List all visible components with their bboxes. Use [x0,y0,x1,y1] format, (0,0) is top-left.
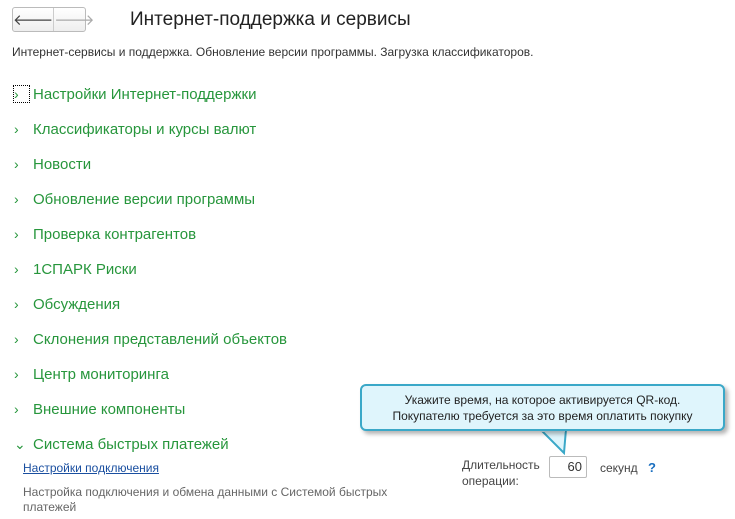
tooltip-line: Покупателю требуется за это время оплати… [392,409,693,423]
section-2[interactable]: › Новости [14,154,91,174]
section-label: Внешние компоненты [33,400,186,418]
history-nav: 🡐 🡒 [12,7,94,32]
page-title: Интернет-поддержка и сервисы [130,9,411,30]
duration-label: Длительность операции: [462,458,540,488]
chevron-right-icon: › [14,331,19,347]
section-label: Склонения представлений объектов [33,330,288,348]
section-label: Классификаторы и курсы валют [33,120,257,138]
chevron-right-icon: › [14,226,19,242]
help-icon[interactable]: ? [648,460,656,475]
page-description: Интернет-сервисы и поддержка. Обновление… [12,45,534,59]
section-7[interactable]: › Склонения представлений объектов [14,329,287,349]
chevron-right-icon: › [14,156,19,172]
section-6[interactable]: › Обсуждения [14,294,120,314]
chevron-right-icon: › [14,401,19,417]
back-button[interactable]: 🡐 [13,8,55,31]
section-5[interactable]: › 1СПАРК Риски [14,259,137,279]
chevron-right-icon: › [14,121,19,137]
forward-button[interactable]: 🡒 [54,12,95,29]
chevron-right-icon: › [13,85,30,103]
section-label: Проверка контрагентов [33,225,197,243]
sbp-description: Настройка подключения и обмена данными с… [23,485,388,514]
tooltip: Укажите время, на которое активируется Q… [360,384,725,431]
section-label: Обновление версии программы [33,190,256,208]
section-label: Новости [33,155,92,173]
section-9[interactable]: › Внешние компоненты [14,399,185,419]
section-label: Центр мониторинга [33,365,169,383]
section-label: Настройки Интернет-поддержки [33,85,257,103]
section-8[interactable]: › Центр мониторинга [14,364,169,384]
tooltip-tail [538,429,568,455]
chevron-right-icon: › [14,366,19,382]
tooltip-line: Укажите время, на которое активируется Q… [404,393,681,407]
section-label: Обсуждения [33,295,121,313]
chevron-down-icon: ⌄ [14,435,26,452]
section-0[interactable]: › Настройки Интернет-поддержки [13,84,257,104]
section-3[interactable]: › Обновление версии программы [14,189,255,209]
connection-settings-link[interactable]: Настройки подключения [23,461,159,475]
section-1[interactable]: › Классификаторы и курсы валют [14,119,256,139]
chevron-right-icon: › [14,191,19,207]
duration-unit: секунд [600,461,638,475]
chevron-right-icon: › [14,296,19,312]
section-4[interactable]: › Проверка контрагентов [14,224,196,244]
chevron-right-icon: › [14,261,19,277]
section-10[interactable]: ⌄ Система быстрых платежей [14,434,229,454]
section-label: 1СПАРК Риски [33,260,137,278]
duration-input[interactable]: 60 [549,456,587,478]
section-label: Система быстрых платежей [33,435,229,453]
